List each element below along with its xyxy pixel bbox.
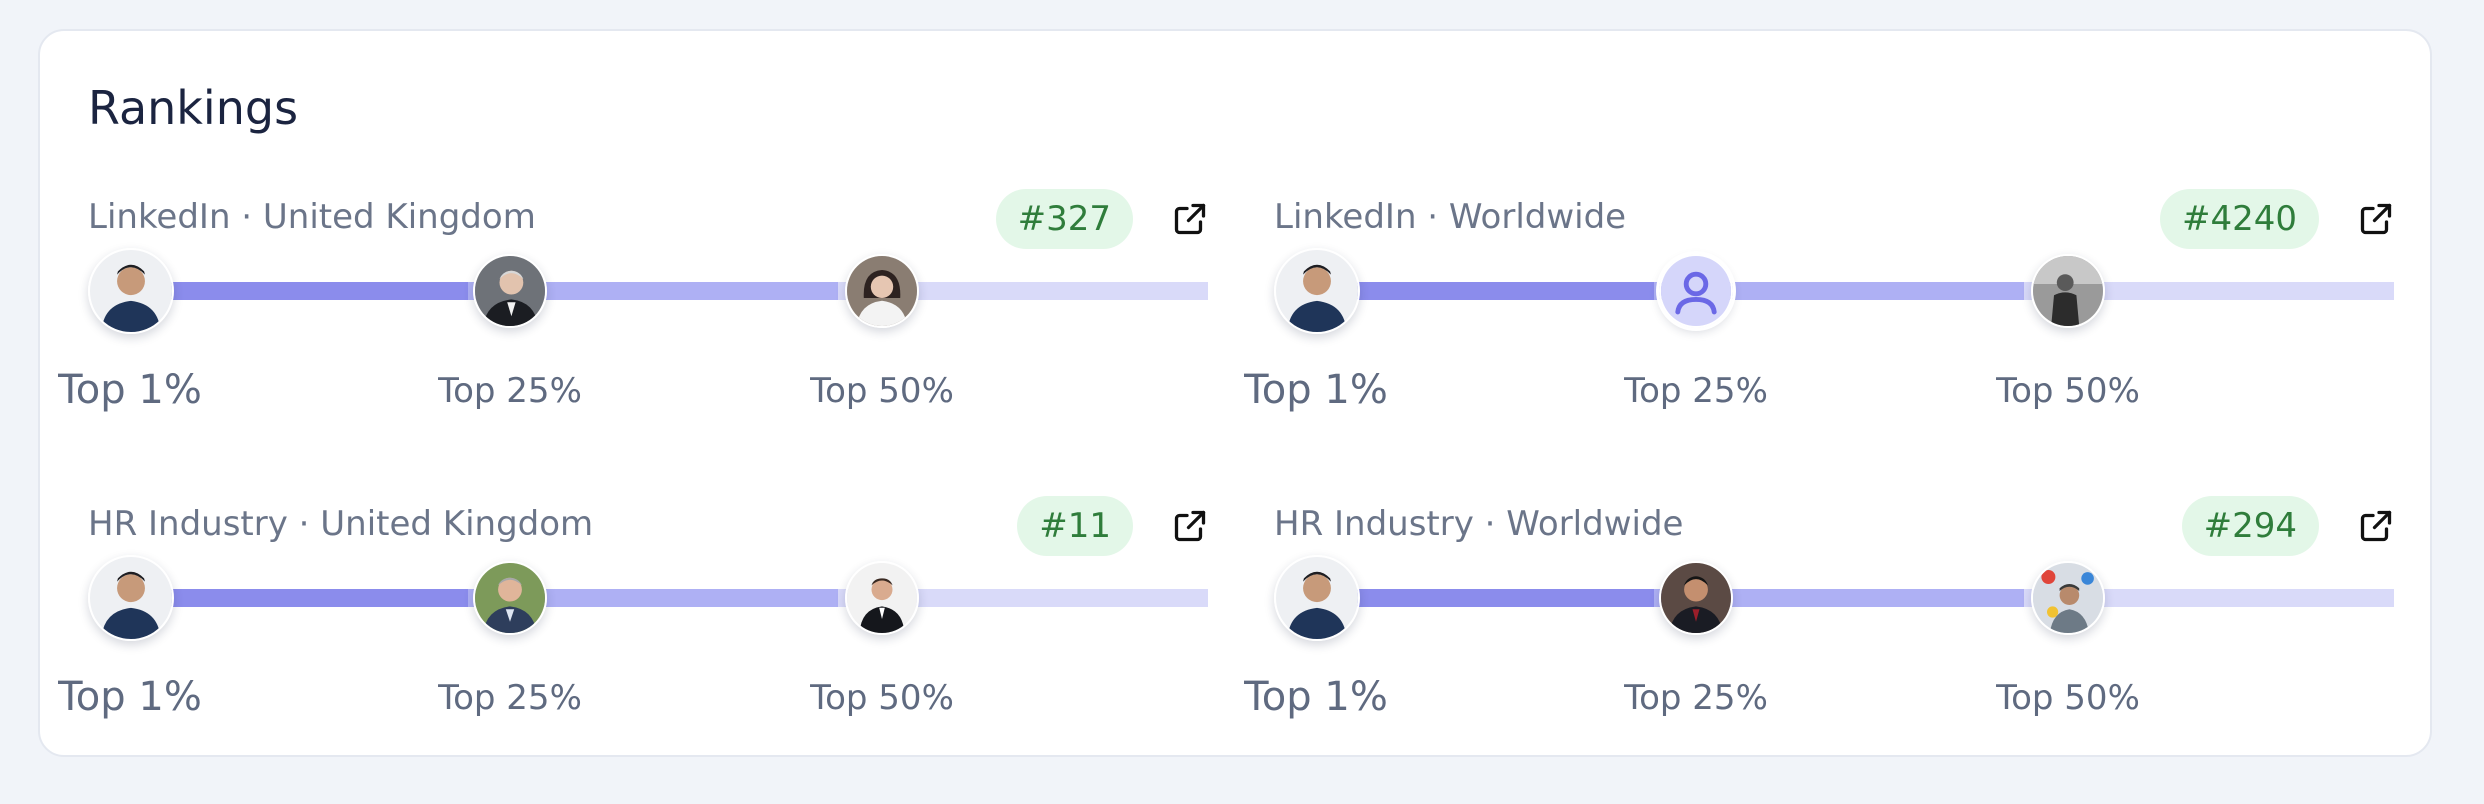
rank-badge: #4240 — [2159, 189, 2319, 249]
tier-label-top25: Top 25% — [438, 371, 582, 411]
section-title: HR Industry · United Kingdom — [88, 504, 594, 544]
avatar-user — [1274, 555, 1360, 641]
external-link-icon[interactable] — [2358, 201, 2394, 237]
external-link-icon[interactable] — [1172, 508, 1208, 544]
tier-label-top25: Top 25% — [1624, 371, 1768, 411]
tier-label-top1: Top 1% — [58, 674, 202, 720]
avatar-person — [473, 254, 547, 328]
progress-segment-top1 — [1354, 282, 1654, 300]
card-title: Rankings — [88, 81, 299, 135]
progress-segment-top25 — [468, 282, 838, 300]
external-link-icon[interactable] — [1172, 201, 1208, 237]
rankings-card: Rankings LinkedIn · United Kingdom #327 … — [38, 29, 2432, 757]
avatar-person — [2031, 254, 2105, 328]
section-title: LinkedIn · Worldwide — [1274, 197, 1627, 237]
avatar-user — [88, 555, 174, 641]
tier-label-top50: Top 50% — [810, 678, 954, 718]
rank-badge: #11 — [1017, 496, 1133, 556]
external-link-icon[interactable] — [2358, 508, 2394, 544]
progress-segment-top50 — [838, 589, 1208, 607]
tier-label-top25: Top 25% — [1624, 678, 1768, 718]
tier-label-top25: Top 25% — [438, 678, 582, 718]
rank-badge: #327 — [995, 189, 1133, 249]
ranking-section-linkedin-worldwide: LinkedIn · Worldwide #4240 Top 1% Top 25… — [1244, 189, 2394, 429]
avatar-user — [88, 248, 174, 334]
progress-segment-top1 — [168, 282, 468, 300]
progress-segment-top25 — [1654, 282, 2024, 300]
ranking-section-hr-worldwide: HR Industry · Worldwide #294 Top 1% Top … — [1244, 496, 2394, 736]
tier-label-top50: Top 50% — [1996, 678, 2140, 718]
tier-label-top1: Top 1% — [1244, 674, 1388, 720]
progress-segment-top1 — [168, 589, 468, 607]
avatar-person — [845, 254, 919, 328]
tier-label-top1: Top 1% — [1244, 367, 1388, 413]
section-title: LinkedIn · United Kingdom — [88, 197, 536, 237]
progress-segment-top25 — [468, 589, 838, 607]
ranking-section-linkedin-uk: LinkedIn · United Kingdom #327 Top 1% To… — [58, 189, 1208, 429]
tier-label-top1: Top 1% — [58, 367, 202, 413]
avatar-person — [1659, 561, 1733, 635]
avatar-person — [473, 561, 547, 635]
progress-segment-top1 — [1354, 589, 1654, 607]
rank-badge: #294 — [2181, 496, 2319, 556]
progress-segment-top50 — [2024, 282, 2394, 300]
tier-label-top50: Top 50% — [810, 371, 954, 411]
avatar-person — [2031, 561, 2105, 635]
progress-segment-top50 — [838, 282, 1208, 300]
progress-segment-top50 — [2024, 589, 2394, 607]
avatar-person — [845, 561, 919, 635]
section-title: HR Industry · Worldwide — [1274, 504, 1684, 544]
progress-segment-top25 — [1654, 589, 2024, 607]
avatar-user — [1274, 248, 1360, 334]
user-placeholder-icon — [1659, 254, 1733, 328]
ranking-section-hr-uk: HR Industry · United Kingdom #11 Top 1% … — [58, 496, 1208, 736]
tier-label-top50: Top 50% — [1996, 371, 2140, 411]
